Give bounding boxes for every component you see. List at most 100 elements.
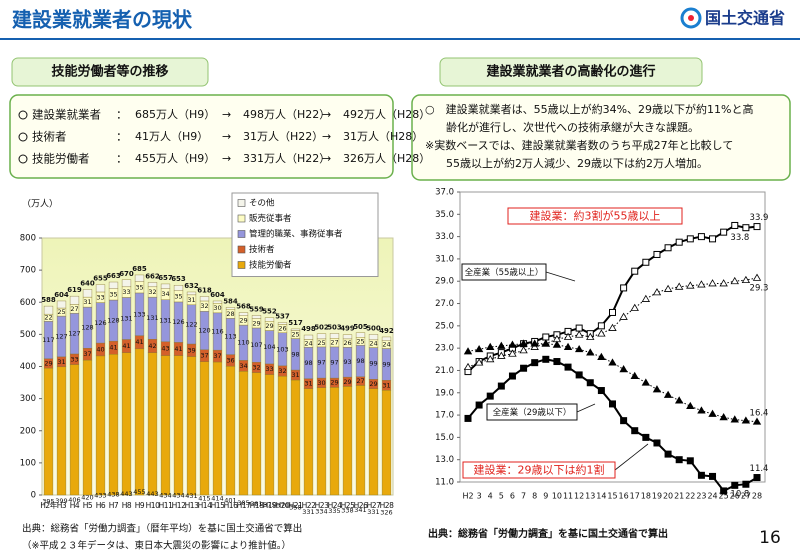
summary-value: 685万人（H9） xyxy=(135,108,215,121)
segment-label: 34 xyxy=(239,362,247,370)
x-tick-label: H24 xyxy=(328,501,342,510)
segment-label: 131 xyxy=(159,317,171,325)
y-tick-label: 15.0 xyxy=(435,433,454,443)
marker xyxy=(630,371,639,379)
annotation-box xyxy=(462,461,616,479)
summary-label: 建設業就業者 xyxy=(32,108,101,122)
series-annotation: 建設業：約3割が55歳以上 xyxy=(530,209,661,223)
x-tick-label: H26 xyxy=(354,501,368,510)
y-tick-label: 0 xyxy=(31,491,36,501)
total-label: 537 xyxy=(275,312,290,320)
segment-label: 113 xyxy=(224,332,236,340)
x-tick-label: H14 xyxy=(198,501,212,510)
x-tick-label: 21 xyxy=(674,492,684,501)
source-note: 出典：総務省「労働力調査」（暦年平均）を基に国土交通省で算出 xyxy=(22,523,302,535)
y-tick-label: 600 xyxy=(20,298,36,308)
legend-swatch xyxy=(237,245,246,254)
x-tick-label: H15 xyxy=(211,501,225,510)
summary-value: 31万人（H28） xyxy=(343,130,423,143)
marker xyxy=(697,406,706,414)
legend-label: 管理的職業、事務従事者 xyxy=(249,229,343,240)
marker xyxy=(497,351,506,359)
legend-swatch xyxy=(237,199,246,207)
bar-segment xyxy=(186,356,197,496)
segment-label: 30 xyxy=(213,304,221,312)
marker xyxy=(531,359,539,367)
x-tick-label: 7 xyxy=(521,492,526,501)
marker xyxy=(719,413,728,421)
segment-label: 331 xyxy=(302,508,314,516)
segment-label: 27 xyxy=(70,305,78,313)
marker xyxy=(475,401,483,409)
summary-colon: ： xyxy=(116,130,128,144)
bar-segment xyxy=(225,365,236,496)
marker xyxy=(564,363,572,371)
marker xyxy=(708,409,717,417)
total-label: 559 xyxy=(249,305,264,313)
segment-label: 126 xyxy=(94,319,106,327)
segment-label: 32 xyxy=(278,367,286,375)
bar-segment xyxy=(342,386,353,496)
segment-label: 97 xyxy=(330,358,338,366)
marker xyxy=(653,250,661,258)
marker xyxy=(753,474,761,482)
legend-label: その他 xyxy=(249,198,275,209)
bar-segment xyxy=(134,274,145,282)
segment-label: 29 xyxy=(343,378,351,386)
heading-box xyxy=(11,57,209,87)
marker xyxy=(497,382,505,390)
bar-segment xyxy=(108,354,119,496)
segment-label: 128 xyxy=(81,324,93,332)
marker xyxy=(574,344,584,353)
marker xyxy=(542,355,550,363)
segment-label: 443 xyxy=(146,490,158,498)
marker xyxy=(686,235,694,243)
segment-label: 434 xyxy=(159,491,171,499)
total-label: 604 xyxy=(210,291,225,299)
marker xyxy=(697,471,705,479)
x-tick-label: H18 xyxy=(250,501,264,510)
value-label: 33.8 xyxy=(730,233,749,243)
legend-swatch xyxy=(237,214,246,223)
bar-segment xyxy=(160,355,171,496)
marker xyxy=(463,347,473,355)
summary-colon: ： xyxy=(116,108,128,122)
x-tick-label: 15 xyxy=(607,492,617,501)
marker xyxy=(519,346,528,354)
marker xyxy=(520,364,528,372)
marker xyxy=(597,387,605,395)
x-tick-label: 5 xyxy=(499,492,504,501)
x-tick-label: 9 xyxy=(543,492,548,501)
total-label: 618 xyxy=(197,286,212,294)
total-label: 632 xyxy=(184,282,199,290)
summary-label: 技術者 xyxy=(32,130,67,144)
segment-label: 30 xyxy=(317,379,325,387)
marker xyxy=(608,323,617,331)
value-label: 11.4 xyxy=(750,464,769,474)
x-tick-label: H25 xyxy=(341,501,355,510)
segment-label: 131 xyxy=(146,314,158,322)
total-label: 653 xyxy=(171,275,186,283)
section-heading: 建設業就業者の高齢化の進行 xyxy=(486,64,655,80)
segment-label: 41 xyxy=(174,345,182,353)
total-label: 588 xyxy=(41,296,56,304)
bullet xyxy=(18,110,28,120)
segment-label: 401 xyxy=(224,497,236,505)
bar-segment xyxy=(316,333,327,340)
marker xyxy=(609,308,616,316)
marker xyxy=(575,371,583,379)
marker xyxy=(663,390,673,398)
bullet xyxy=(18,154,28,164)
total-label: 604 xyxy=(54,291,69,299)
segment-label: 37 xyxy=(200,352,208,360)
bar-segment xyxy=(225,307,236,310)
value-label: 33.9 xyxy=(750,213,769,223)
y-tick-label: 400 xyxy=(20,362,36,372)
bullet xyxy=(18,132,28,142)
bar-segment xyxy=(303,388,314,496)
marker xyxy=(752,417,762,425)
x-tick-label: H20 xyxy=(276,501,290,510)
annotation-box xyxy=(486,403,578,421)
x-tick-label: 24 xyxy=(707,492,717,501)
marker xyxy=(619,365,628,373)
